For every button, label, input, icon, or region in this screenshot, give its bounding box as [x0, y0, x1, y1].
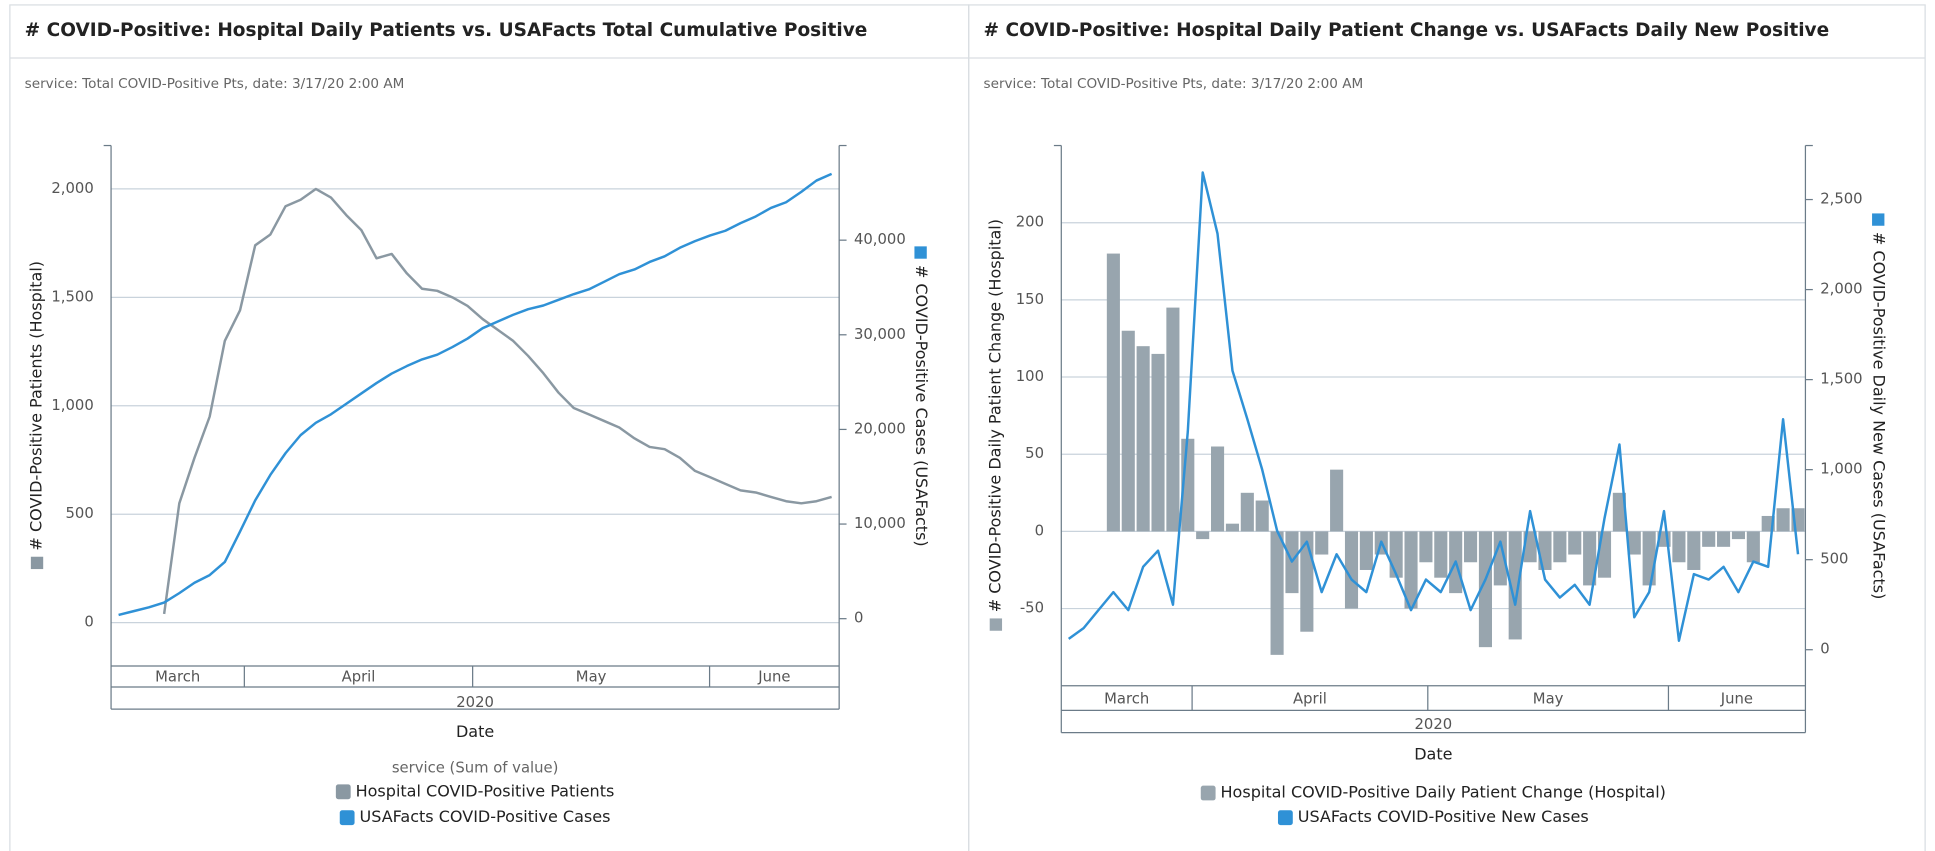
- bar: [1136, 346, 1150, 532]
- bar: [1151, 353, 1165, 532]
- bar: [1359, 531, 1373, 570]
- x-axis-title: Date: [1414, 744, 1452, 763]
- legend-label: Hospital COVID-Positive Patients: [356, 781, 615, 800]
- chart-title: # COVID-Positive: Hospital Daily Patient…: [984, 20, 1830, 41]
- y2-tick-label: 40,000: [854, 231, 906, 248]
- bar: [1568, 531, 1582, 555]
- bar: [1776, 508, 1790, 532]
- y-tick-label: -50: [1020, 600, 1044, 617]
- bar: [1166, 307, 1180, 532]
- bar: [1717, 531, 1731, 547]
- y2-tick-label: 20,000: [854, 420, 906, 437]
- bar: [1344, 531, 1359, 609]
- y2-tick-label: 0: [854, 610, 863, 627]
- y2-tick-label: 1,000: [1820, 461, 1862, 478]
- y-tick-label: 50: [1025, 445, 1044, 462]
- y-tick-label: 150: [1016, 291, 1044, 308]
- month-label: June: [1720, 690, 1753, 707]
- month-label: March: [155, 669, 200, 686]
- month-label: March: [1104, 690, 1149, 707]
- bar: [1583, 531, 1597, 586]
- month-label: May: [576, 669, 607, 686]
- y-tick-label: 0: [84, 614, 93, 631]
- chart-subtitle: service: Total COVID-Positive Pts, date:…: [25, 76, 405, 92]
- bar: [1508, 531, 1522, 640]
- y2-tick-label: 30,000: [854, 326, 906, 343]
- bar: [1493, 531, 1507, 586]
- bar: [1389, 531, 1403, 578]
- y-axis-title: # COVID-Positive Patients (Hospital): [27, 261, 46, 551]
- line: [162, 187, 832, 615]
- y2-tick-label: 10,000: [854, 515, 906, 532]
- y-axis-legend-marker: [989, 618, 1003, 631]
- bar: [1612, 492, 1626, 532]
- month-label: April: [342, 669, 376, 686]
- legend-label: USAFacts COVID-Positive New Cases: [1298, 807, 1589, 826]
- line: [118, 172, 833, 617]
- y2-tick-label: 2,500: [1820, 191, 1862, 208]
- y2-axis-legend-marker: [1872, 213, 1885, 226]
- y2-tick-label: 0: [1820, 641, 1829, 658]
- month-label: June: [757, 669, 790, 686]
- y2-tick-label: 500: [1820, 551, 1848, 568]
- bar: [1627, 531, 1641, 555]
- bar: [1225, 523, 1239, 532]
- bar: [1255, 500, 1269, 532]
- panel-right: [968, 4, 1926, 851]
- y-tick-label: 500: [66, 505, 94, 522]
- y-tick-label: 100: [1016, 368, 1044, 385]
- legend-label: Hospital COVID-Positive Daily Patient Ch…: [1221, 783, 1666, 802]
- bar: [1553, 531, 1567, 563]
- year-label: 2020: [456, 694, 494, 711]
- y-axis-title: # COVID-Positive Daily Patient Change (H…: [985, 219, 1004, 612]
- bar: [1464, 531, 1478, 563]
- bar: [1687, 531, 1701, 570]
- legend-title: service (Sum of value): [392, 759, 559, 776]
- bar: [1196, 531, 1210, 540]
- bar: [1404, 531, 1418, 609]
- y-axis-legend-marker: [30, 556, 44, 570]
- chart-title: # COVID-Positive: Hospital Daily Patient…: [25, 20, 868, 41]
- bar: [1434, 531, 1448, 578]
- bar: [1240, 492, 1254, 532]
- y2-tick-label: 1,500: [1820, 371, 1862, 388]
- y-tick-label: 2,000: [51, 180, 93, 197]
- bar: [1642, 531, 1656, 586]
- bar: [1330, 469, 1344, 532]
- month-label: May: [1533, 690, 1564, 707]
- bar: [1702, 531, 1716, 547]
- bar: [1731, 531, 1746, 540]
- y-tick-label: 0: [1035, 522, 1044, 539]
- bar: [1315, 531, 1329, 555]
- y-tick-label: 1,000: [51, 397, 93, 414]
- month-label: April: [1293, 690, 1327, 707]
- bar: [1106, 253, 1120, 532]
- legend-marker: [339, 810, 355, 826]
- y2-tick-label: 2,000: [1820, 281, 1862, 298]
- bar: [1538, 531, 1552, 570]
- bar: [1672, 531, 1686, 563]
- y2-axis-title: # COVID-Positive Daily New Cases (USAFac…: [1870, 232, 1889, 599]
- bar: [1211, 446, 1225, 532]
- line: [1067, 171, 1800, 642]
- legend-label: USAFacts COVID-Positive Cases: [360, 807, 611, 826]
- y-tick-label: 1,500: [51, 288, 93, 305]
- y2-axis-legend-marker: [914, 246, 927, 259]
- bar: [1419, 531, 1433, 563]
- y-tick-label: 200: [1016, 214, 1044, 231]
- chart-subtitle: service: Total COVID-Positive Pts, date:…: [984, 76, 1364, 92]
- y2-axis-title: # COVID-Positive Cases (USAFacts): [912, 265, 931, 547]
- year-label: 2020: [1415, 716, 1453, 733]
- bar: [1270, 531, 1284, 655]
- bar: [1746, 531, 1760, 563]
- legend-marker: [1200, 785, 1216, 801]
- bar: [1121, 330, 1135, 532]
- x-axis-title: Date: [456, 722, 494, 741]
- bar: [1478, 531, 1492, 648]
- legend-marker: [335, 784, 351, 800]
- legend-marker: [1277, 810, 1293, 826]
